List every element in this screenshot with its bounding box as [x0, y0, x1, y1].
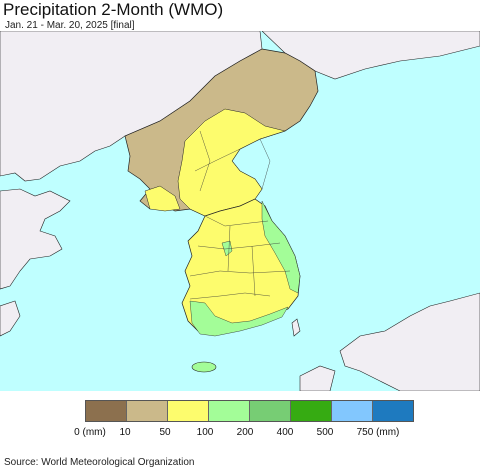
source-note: Source: World Meteorological Organizatio…	[4, 457, 195, 468]
legend-swatch-3	[208, 401, 249, 421]
legend-swatch-0	[86, 401, 126, 421]
north-korea-yellow	[177, 108, 286, 217]
legend-tick-label: 0 (mm)	[74, 427, 106, 438]
legend	[85, 400, 414, 422]
japan-honshu	[339, 292, 480, 391]
map-title: Precipitation 2-Month (WMO)	[3, 0, 224, 19]
map-subtitle: Jan. 21 - Mar. 20, 2025 [final]	[5, 20, 135, 31]
legend-tick-label: 200	[236, 427, 254, 438]
legend-swatch-2	[167, 401, 208, 421]
precipitation-map	[0, 31, 480, 391]
south-korea-east-green	[261, 200, 301, 294]
south-korea-south-green	[189, 300, 289, 337]
japan-kyushu	[299, 365, 336, 391]
legend-tick-label: 10	[119, 427, 131, 438]
province-borders	[189, 130, 291, 300]
legend-tick-label: 750 (mm)	[356, 427, 400, 438]
legend-swatch-5	[290, 401, 331, 421]
china-coast	[0, 188, 71, 290]
legend-tick-label: 100	[196, 427, 214, 438]
tsushima	[291, 318, 301, 337]
north-korea-west-yellow	[144, 185, 181, 212]
china-coast-south	[0, 300, 21, 337]
legend-swatch-4	[249, 401, 290, 421]
jeju-island	[191, 361, 217, 373]
legend-ticks: 0 (mm) 10 50 100 200 400 500 750 (mm)	[0, 427, 480, 441]
legend-swatch-7	[372, 401, 413, 421]
legend-swatch-1	[126, 401, 167, 421]
legend-tick-label: 500	[316, 427, 334, 438]
legend-tick-label: 400	[276, 427, 294, 438]
legend-tick-label: 50	[159, 427, 171, 438]
legend-swatch-6	[331, 401, 372, 421]
south-korea-inland-green	[221, 240, 233, 257]
